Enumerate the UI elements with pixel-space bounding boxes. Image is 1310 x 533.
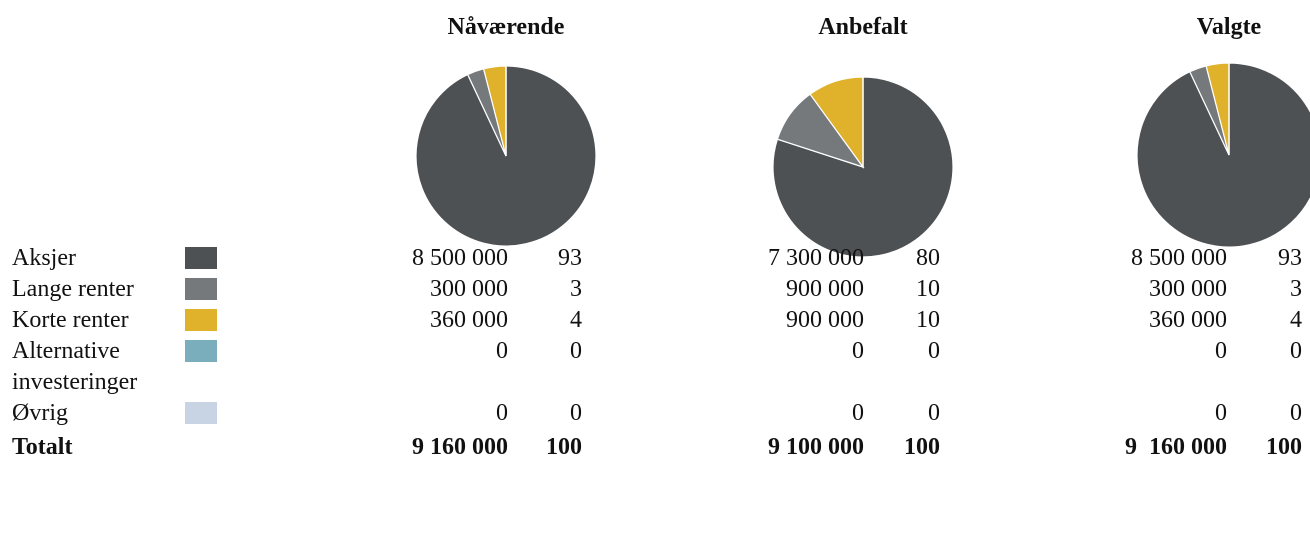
percent: 10 xyxy=(916,307,940,333)
percent: 80 xyxy=(916,245,940,271)
amount: 0 xyxy=(496,338,508,364)
percent: 3 xyxy=(1290,276,1302,302)
percent: 3 xyxy=(570,276,582,302)
total-label: Totalt xyxy=(12,434,73,460)
percent: 93 xyxy=(558,245,582,271)
amount: 360 000 xyxy=(1149,307,1227,333)
percent: 4 xyxy=(570,307,582,333)
legend-swatch xyxy=(185,402,217,424)
percent: 0 xyxy=(570,338,582,364)
category-label: Øvrig xyxy=(12,400,68,426)
total-amount: 9 100 000 xyxy=(768,434,864,460)
percent: 0 xyxy=(1290,338,1302,364)
percent: 0 xyxy=(570,400,582,426)
percent: 0 xyxy=(928,338,940,364)
amount: 900 000 xyxy=(786,276,864,302)
amount: 0 xyxy=(852,338,864,364)
legend-swatch xyxy=(185,278,217,300)
percent: 4 xyxy=(1290,307,1302,333)
portfolio-title: Anbefalt xyxy=(818,14,908,40)
amount: 0 xyxy=(1215,400,1227,426)
amount: 0 xyxy=(496,400,508,426)
percent: 0 xyxy=(1290,400,1302,426)
pie-slice xyxy=(1136,62,1310,248)
total-percent: 100 xyxy=(1266,434,1302,460)
portfolio-title: Valgte xyxy=(1196,14,1262,40)
amount: 300 000 xyxy=(1149,276,1227,302)
legend-swatch xyxy=(185,309,217,331)
amount: 0 xyxy=(852,400,864,426)
amount: 300 000 xyxy=(430,276,508,302)
amount: 0 xyxy=(1215,338,1227,364)
category-label: Aksjer xyxy=(12,245,76,271)
amount: 8 500 000 xyxy=(412,245,508,271)
category-label: Alternative investeringer xyxy=(12,338,138,395)
amount: 900 000 xyxy=(786,307,864,333)
category-label: Korte renter xyxy=(12,307,129,333)
percent: 10 xyxy=(916,276,940,302)
percent: 93 xyxy=(1278,245,1302,271)
amount: 8 500 000 xyxy=(1131,245,1227,271)
total-percent: 100 xyxy=(904,434,940,460)
total-amount: 9 160 000 xyxy=(1125,434,1227,460)
amount: 360 000 xyxy=(430,307,508,333)
portfolio-title: Nåværende xyxy=(447,14,565,40)
legend-swatch xyxy=(185,340,217,362)
percent: 0 xyxy=(928,400,940,426)
total-percent: 100 xyxy=(546,434,582,460)
total-amount: 9 160 000 xyxy=(412,434,508,460)
legend-swatch xyxy=(185,247,217,269)
category-label: Lange renter xyxy=(12,276,134,302)
amount: 7 300 000 xyxy=(768,245,864,271)
